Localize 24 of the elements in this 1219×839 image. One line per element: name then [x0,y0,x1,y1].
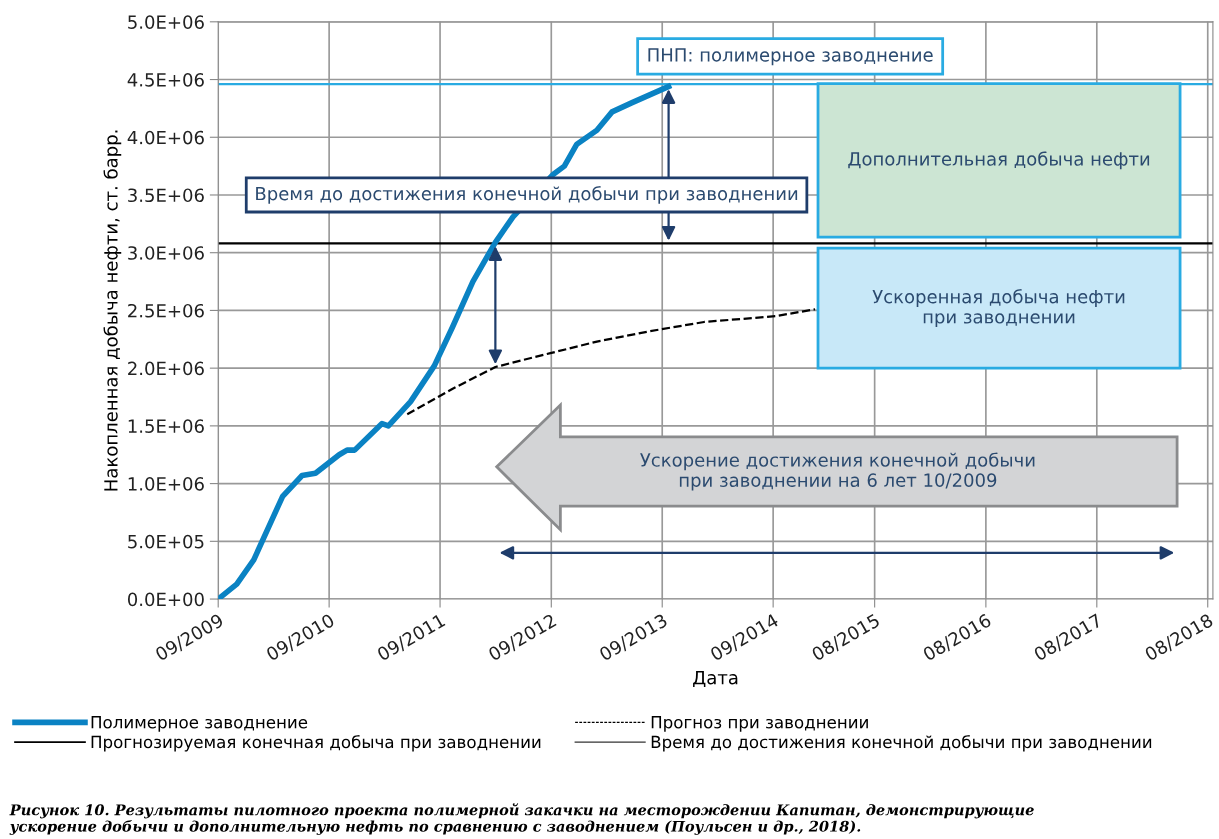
y-tick-label: 5.0E+06 [128,15,204,29]
y-tick-label: 5.0E+05 [128,534,204,549]
y-tick-label: 0.0E+00 [127,592,204,607]
y-tick-label: 3.0E+06 [128,246,204,260]
annotation: Время до достижения конечной добычи при заводнении [256,186,798,204]
text: Время до достижения конечной добычи при заводнении [651,735,1152,752]
y-axis-title: Накопленная добыча нефти, ст. барр. [103,130,122,491]
legend-label: Прогнозируемая конечная добыча при заводнении [91,735,541,752]
y-tick-label: 1.0E+06 [128,477,204,491]
line-series [406,308,817,416]
y-tick-label: 2.0E+06 [128,361,204,376]
annotation: Дополнительная добыча нефти [848,151,1150,170]
y-tick-label: 1.5E+06 [128,419,204,433]
text: Рисунок 10. Результаты пилотного проекта полимерной закачки на месторождении Капитан, демонстрирующие ускорение добычи и дополнительную нефть по сравнению с заводнением (Поульсен и др., 2018). [9,803,1034,835]
legend-label: Полимерное заводнение [91,716,308,732]
legend-label: Прогноз при заводнении [651,716,868,732]
y-tick-label: 4.0E+06 [127,130,204,145]
y-tick-label: 3.5E+06 [128,188,204,203]
x-axis-title: Дата [693,670,738,687]
y-tick-label: 4.5E+06 [127,73,204,87]
ref-line-label: ПНП: полимерное заводнение [648,48,933,66]
annotation: Ускоренная добыча нефти при заводнении [872,289,1125,328]
annotation: Ускорение достижения конечной добычи при заводнении на 6 лет 10/2009 [640,452,1035,491]
y-tick-label: 2.5E+06 [128,303,204,318]
